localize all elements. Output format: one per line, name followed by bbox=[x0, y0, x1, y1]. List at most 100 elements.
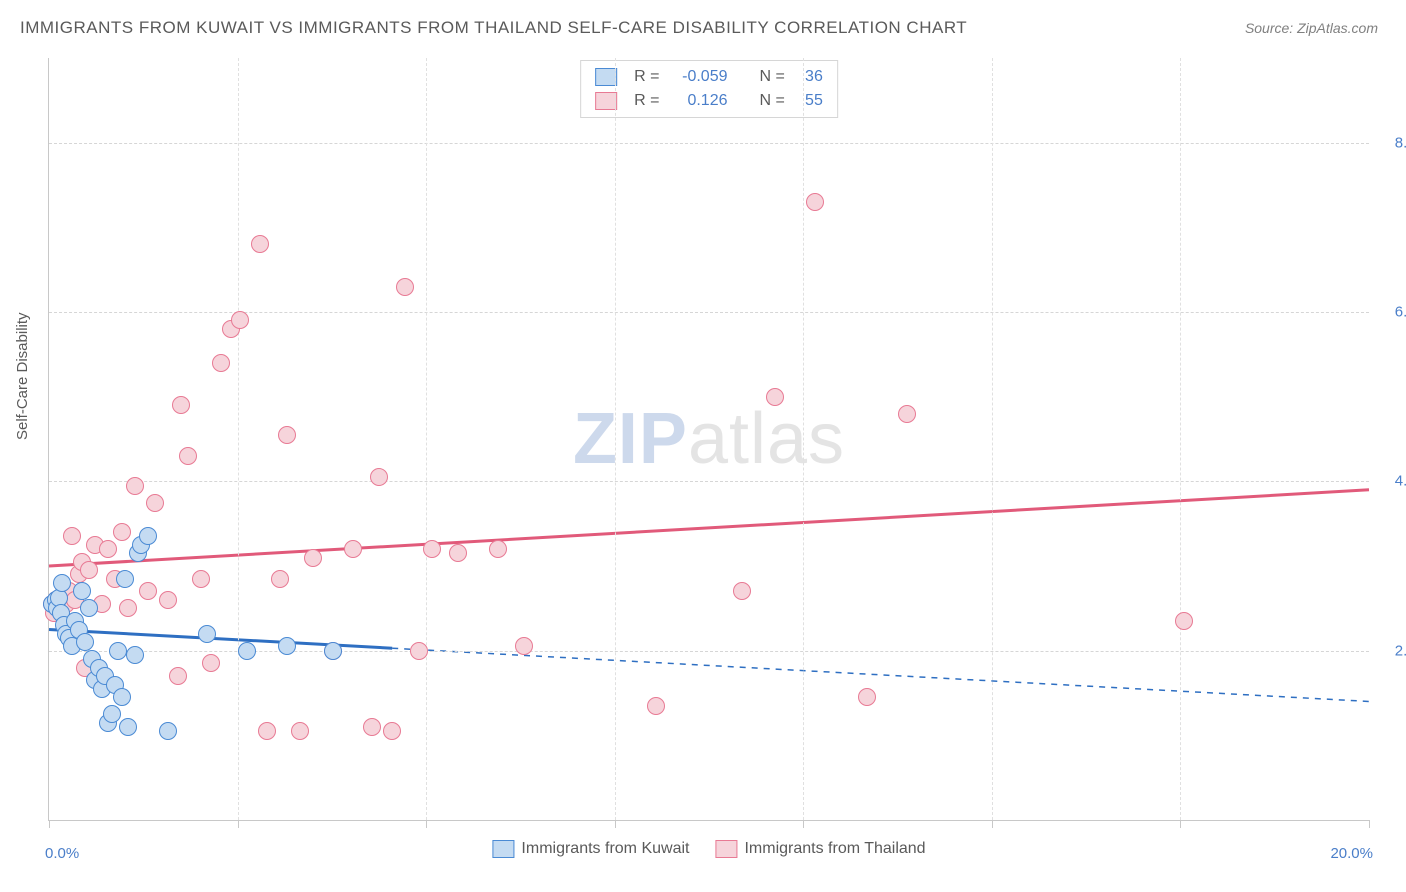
gridline-horizontal bbox=[49, 481, 1369, 482]
data-point-kuwait bbox=[278, 637, 296, 655]
data-point-thailand bbox=[858, 688, 876, 706]
correlation-row-thailand: R = 0.126 N = 55 bbox=[595, 89, 823, 113]
data-point-thailand bbox=[113, 523, 131, 541]
data-point-thailand bbox=[212, 354, 230, 372]
data-point-thailand bbox=[172, 396, 190, 414]
n-label: N = bbox=[760, 65, 785, 89]
gridline-vertical bbox=[615, 58, 616, 820]
y-tick-label: 8.0% bbox=[1377, 134, 1406, 151]
data-point-thailand bbox=[192, 570, 210, 588]
data-point-thailand bbox=[806, 193, 824, 211]
n-value-thailand: 55 bbox=[795, 89, 823, 113]
data-point-kuwait bbox=[116, 570, 134, 588]
data-point-thailand bbox=[119, 599, 137, 617]
gridline-vertical bbox=[992, 58, 993, 820]
data-point-thailand bbox=[370, 468, 388, 486]
legend-item-kuwait: Immigrants from Kuwait bbox=[492, 840, 689, 858]
x-tick bbox=[1369, 820, 1370, 828]
legend-item-thailand: Immigrants from Thailand bbox=[715, 840, 925, 858]
x-tick bbox=[49, 820, 50, 828]
x-axis-max-label: 20.0% bbox=[1330, 845, 1373, 862]
correlation-row-kuwait: R = -0.059 N = 36 bbox=[595, 65, 823, 89]
data-point-thailand bbox=[251, 235, 269, 253]
data-point-thailand bbox=[344, 540, 362, 558]
data-point-thailand bbox=[1175, 612, 1193, 630]
y-tick-label: 2.0% bbox=[1377, 642, 1406, 659]
data-point-thailand bbox=[179, 447, 197, 465]
data-point-kuwait bbox=[126, 646, 144, 664]
series-legend: Immigrants from Kuwait Immigrants from T… bbox=[492, 840, 925, 858]
trend-line bbox=[49, 490, 1369, 566]
swatch-thailand-icon bbox=[715, 840, 737, 858]
data-point-kuwait bbox=[324, 642, 342, 660]
legend-label-thailand: Immigrants from Thailand bbox=[744, 840, 925, 857]
data-point-thailand bbox=[231, 311, 249, 329]
data-point-thailand bbox=[291, 722, 309, 740]
data-point-thailand bbox=[63, 527, 81, 545]
data-point-thailand bbox=[515, 637, 533, 655]
gridline-horizontal bbox=[49, 312, 1369, 313]
data-point-thailand bbox=[423, 540, 441, 558]
gridline-vertical bbox=[426, 58, 427, 820]
data-point-thailand bbox=[363, 718, 381, 736]
data-point-kuwait bbox=[113, 688, 131, 706]
data-point-thailand bbox=[159, 591, 177, 609]
n-label: N = bbox=[760, 89, 785, 113]
data-point-kuwait bbox=[238, 642, 256, 660]
gridline-horizontal bbox=[49, 143, 1369, 144]
y-tick-label: 6.0% bbox=[1377, 304, 1406, 321]
data-point-thailand bbox=[396, 278, 414, 296]
x-tick bbox=[426, 820, 427, 828]
data-point-kuwait bbox=[76, 633, 94, 651]
x-tick bbox=[803, 820, 804, 828]
data-point-thailand bbox=[410, 642, 428, 660]
data-point-kuwait bbox=[73, 582, 91, 600]
r-label: R = bbox=[634, 89, 659, 113]
data-point-thailand bbox=[258, 722, 276, 740]
data-point-thailand bbox=[139, 582, 157, 600]
x-tick bbox=[1180, 820, 1181, 828]
y-tick-label: 4.0% bbox=[1377, 473, 1406, 490]
data-point-thailand bbox=[766, 388, 784, 406]
gridline-vertical bbox=[1180, 58, 1181, 820]
data-point-kuwait bbox=[53, 574, 71, 592]
data-point-kuwait bbox=[80, 599, 98, 617]
data-point-thailand bbox=[99, 540, 117, 558]
plot-area: ZIPatlas R = -0.059 N = 36 R = 0.126 N =… bbox=[48, 58, 1369, 821]
data-point-thailand bbox=[271, 570, 289, 588]
trend-lines-layer bbox=[49, 58, 1369, 820]
r-value-kuwait: -0.059 bbox=[670, 65, 728, 89]
data-point-kuwait bbox=[139, 527, 157, 545]
data-point-kuwait bbox=[159, 722, 177, 740]
data-point-thailand bbox=[80, 561, 98, 579]
data-point-thailand bbox=[146, 494, 164, 512]
source-label: Source: ZipAtlas.com bbox=[1245, 20, 1378, 36]
x-tick bbox=[992, 820, 993, 828]
data-point-thailand bbox=[647, 697, 665, 715]
data-point-kuwait bbox=[198, 625, 216, 643]
data-point-kuwait bbox=[119, 718, 137, 736]
x-tick bbox=[615, 820, 616, 828]
legend-label-kuwait: Immigrants from Kuwait bbox=[521, 840, 689, 857]
data-point-thailand bbox=[733, 582, 751, 600]
data-point-thailand bbox=[383, 722, 401, 740]
data-point-thailand bbox=[489, 540, 507, 558]
x-tick bbox=[238, 820, 239, 828]
data-point-thailand bbox=[169, 667, 187, 685]
data-point-kuwait bbox=[109, 642, 127, 660]
gridline-vertical bbox=[238, 58, 239, 820]
data-point-thailand bbox=[202, 654, 220, 672]
n-value-kuwait: 36 bbox=[795, 65, 823, 89]
gridline-vertical bbox=[803, 58, 804, 820]
data-point-thailand bbox=[126, 477, 144, 495]
swatch-kuwait-icon bbox=[492, 840, 514, 858]
correlation-legend: R = -0.059 N = 36 R = 0.126 N = 55 bbox=[580, 60, 838, 118]
x-axis-min-label: 0.0% bbox=[45, 845, 79, 862]
data-point-thailand bbox=[278, 426, 296, 444]
data-point-kuwait bbox=[103, 705, 121, 723]
trend-line bbox=[392, 648, 1369, 701]
y-axis-label: Self-Care Disability bbox=[14, 312, 31, 440]
data-point-thailand bbox=[898, 405, 916, 423]
r-label: R = bbox=[634, 65, 659, 89]
r-value-thailand: 0.126 bbox=[670, 89, 728, 113]
